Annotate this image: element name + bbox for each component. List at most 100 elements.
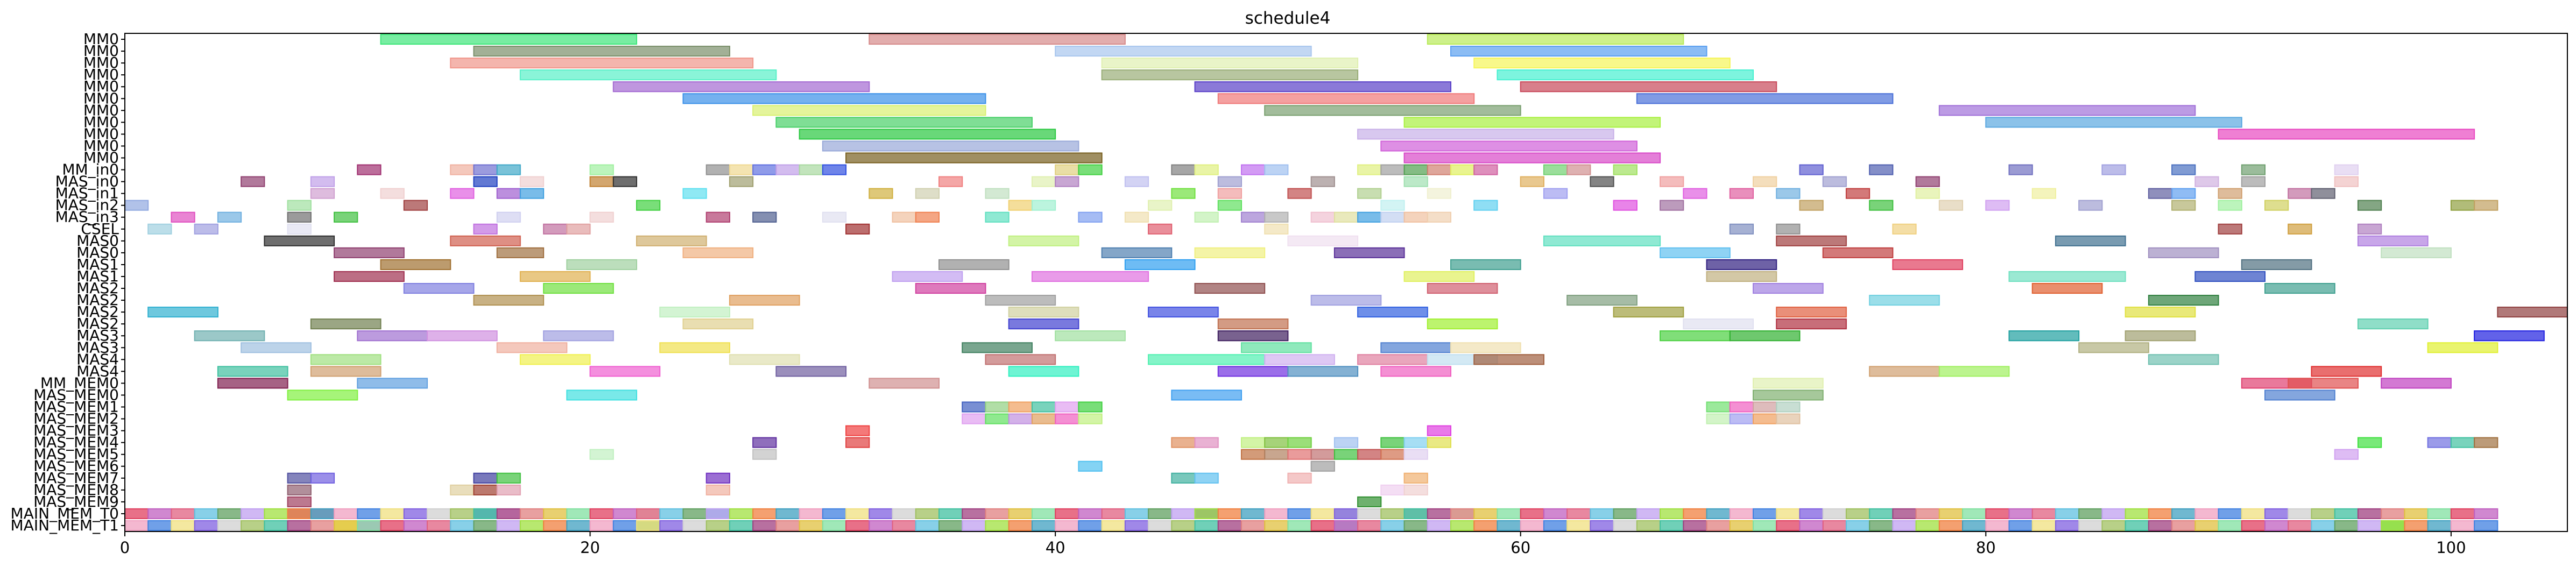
- task-bar: [1683, 188, 1707, 199]
- memory-cell: [2241, 520, 2266, 531]
- task-bar: [2264, 200, 2289, 211]
- task-bar: [1450, 164, 1475, 175]
- row-label: MAS_MEM9: [33, 493, 119, 511]
- row-label: MM0: [83, 77, 119, 95]
- memory-cell: [1240, 520, 1266, 531]
- memory-cell: [1776, 520, 1801, 531]
- task-bar: [496, 211, 521, 223]
- task-bar: [1240, 449, 1266, 460]
- task-bar: [1729, 223, 1754, 235]
- task-bar: [1240, 342, 1312, 353]
- task-bar: [799, 129, 1056, 140]
- task-bar: [1194, 247, 1266, 258]
- task-bar: [1380, 484, 1405, 495]
- row-label: MAS2: [76, 291, 119, 309]
- memory-cell: [287, 520, 312, 531]
- plot-frame: [124, 33, 2568, 532]
- memory-cell: [380, 508, 405, 519]
- task-bar: [915, 188, 940, 199]
- memory-cell: [2101, 508, 2126, 519]
- task-bar: [1310, 449, 1335, 460]
- memory-cell: [1566, 508, 1591, 519]
- task-bar: [1683, 318, 1754, 330]
- task-bar: [217, 366, 288, 377]
- task-bar: [473, 484, 498, 495]
- memory-cell: [1683, 508, 1707, 519]
- memory-cell: [1845, 508, 1871, 519]
- row-label: MAS_in0: [55, 173, 119, 190]
- memory-cell: [1217, 520, 1242, 531]
- task-bar: [1380, 366, 1452, 377]
- task-bar: [1776, 188, 1801, 199]
- memory-cell: [310, 520, 335, 531]
- memory-cell: [2008, 508, 2033, 519]
- memory-cell: [892, 520, 916, 531]
- row-label: MAS_in2: [55, 196, 119, 214]
- memory-cell: [566, 520, 591, 531]
- task-bar: [287, 389, 358, 401]
- memory-cell: [403, 520, 428, 531]
- task-bar: [1008, 318, 1079, 330]
- task-bar: [589, 164, 614, 175]
- memory-cell: [1427, 508, 1452, 519]
- row-label: CSEL: [81, 220, 119, 238]
- memory-cell: [473, 508, 498, 519]
- task-bar: [1264, 449, 1289, 460]
- memory-cell: [2381, 508, 2405, 519]
- task-bar: [985, 211, 1010, 223]
- task-bar: [2357, 318, 2429, 330]
- task-bar: [1217, 176, 1242, 187]
- task-bar: [1101, 247, 1173, 258]
- task-bar: [217, 378, 288, 389]
- memory-cell: [2078, 508, 2103, 519]
- task-bar: [1729, 401, 1754, 413]
- task-bar: [287, 472, 312, 484]
- task-bar: [1078, 211, 1103, 223]
- task-bar: [1473, 58, 1731, 69]
- task-bar: [938, 176, 963, 187]
- task-bar: [752, 437, 777, 448]
- task-bar: [729, 164, 754, 175]
- row-label: MM_MEM0: [40, 374, 119, 392]
- task-bar: [543, 330, 614, 342]
- memory-cell: [1962, 520, 1987, 531]
- task-bar: [1124, 259, 1196, 270]
- task-bar: [1194, 211, 1219, 223]
- task-bar: [985, 401, 1010, 413]
- memory-cell: [775, 508, 800, 519]
- memory-cell: [287, 508, 312, 519]
- task-bar: [1660, 176, 1684, 187]
- memory-cell: [2288, 508, 2312, 519]
- memory-cell: [357, 520, 382, 531]
- memory-cell: [1892, 520, 1917, 531]
- memory-cell: [892, 508, 916, 519]
- memory-cell: [775, 520, 800, 531]
- task-bar: [1124, 176, 1149, 187]
- task-bar: [962, 413, 986, 424]
- task-bar: [729, 295, 800, 306]
- task-bar: [1706, 259, 1777, 270]
- task-bar: [845, 425, 870, 436]
- memory-cell: [1124, 520, 1149, 531]
- task-bar: [2288, 378, 2359, 389]
- memory-cell: [473, 520, 498, 531]
- task-bar: [450, 164, 475, 175]
- memory-cell: [1264, 520, 1289, 531]
- task-bar: [2148, 247, 2219, 258]
- task-bar: [287, 223, 312, 235]
- task-bar: [2031, 188, 2056, 199]
- memory-cell: [2381, 520, 2405, 531]
- memory-cell: [194, 520, 218, 531]
- task-bar: [519, 271, 591, 282]
- memory-cell: [729, 508, 754, 519]
- task-bar: [985, 188, 1010, 199]
- row-label: MM_in0: [62, 161, 119, 179]
- memory-cell: [612, 520, 638, 531]
- task-bar: [2334, 176, 2359, 187]
- memory-cell: [985, 520, 1010, 531]
- memory-cell: [426, 508, 451, 519]
- memory-cell: [241, 508, 265, 519]
- task-bar: [1031, 413, 1056, 424]
- memory-cell: [380, 520, 405, 531]
- memory-cell: [519, 508, 545, 519]
